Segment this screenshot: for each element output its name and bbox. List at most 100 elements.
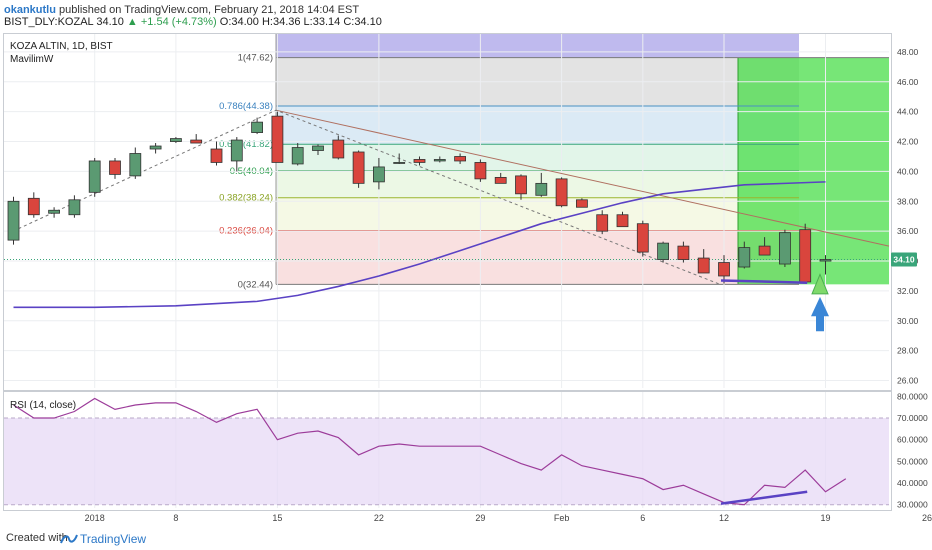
candle [7, 200, 20, 241]
candle [88, 160, 101, 193]
rsi-band [4, 418, 889, 505]
indicator-name: MavilimW [10, 54, 54, 65]
price-change: +1.54 (+4.73%) [140, 16, 217, 28]
rsi-label: RSI (14, close) [10, 400, 77, 411]
price-divergence-line [720, 279, 808, 284]
symbol: BIST_DLY:KOZAL [4, 16, 94, 28]
fib-label-6: 0(32.44) [238, 279, 273, 290]
x-tick-label: 15 [272, 513, 282, 523]
trend-line [275, 109, 890, 247]
rsi-tick-label: 30.0000 [897, 500, 928, 510]
fib-label-4: 0.382(38.24) [219, 193, 273, 204]
candle [819, 259, 832, 262]
rsi-divergence-line [720, 490, 808, 505]
candle [149, 145, 162, 150]
purple-zone [276, 34, 799, 58]
candle [718, 262, 730, 277]
chart-title: KOZA ALTIN, 1D, BIST [10, 41, 113, 52]
x-tick-label: 22 [374, 513, 384, 523]
last-price-badge [891, 252, 917, 267]
publish-info: okankutlu published on TradingView.com, … [4, 4, 359, 16]
candle [494, 176, 507, 184]
rsi-tick-label: 50.0000 [897, 456, 928, 466]
x-tick-label: 2018 [85, 513, 105, 523]
candle [129, 153, 142, 177]
candle [271, 115, 284, 163]
candle [657, 242, 669, 260]
candle [48, 209, 60, 214]
author-name[interactable]: okankutlu [4, 4, 56, 16]
candle [251, 121, 264, 133]
y-tick-label: 46.00 [897, 77, 919, 87]
created-with: Created with [6, 532, 68, 544]
candle [169, 138, 182, 142]
candle [312, 145, 324, 151]
candle [454, 156, 467, 162]
price-chart[interactable]: 1(47.62)0.786(44.38)0.618(41.82)0.5(40.0… [0, 0, 932, 530]
x-tick-label: 19 [820, 513, 830, 523]
published-text: published on TradingView.com, February 2… [59, 4, 360, 16]
fib-label-2: 0.618(41.82) [219, 139, 273, 150]
candle [27, 197, 40, 216]
change-up-icon: ▲ [126, 16, 138, 28]
candle [230, 139, 243, 162]
ohlc-values: O:34.00 H:34.36 L:33.14 C:34.10 [219, 16, 382, 28]
candle [109, 160, 121, 175]
x-tick-label: 8 [173, 513, 178, 523]
y-tick-label: 48.00 [897, 47, 919, 57]
brand-name[interactable]: TradingView [80, 532, 147, 546]
rsi-tick-label: 40.0000 [897, 478, 928, 488]
rsi-tick-label: 80.0000 [897, 391, 928, 401]
candle [758, 245, 771, 256]
candle [393, 162, 406, 164]
candle [372, 166, 385, 183]
candle [616, 214, 629, 228]
y-tick-label: 44.00 [897, 107, 919, 117]
x-tick-label: 29 [475, 513, 485, 523]
symbol-line: BIST_DLY:KOZAL 34.10 ▲ +1.54 (+4.73%) O:… [4, 16, 382, 28]
candle [515, 175, 527, 195]
x-tick-label: 12 [719, 513, 729, 523]
y-tick-label: 32.00 [897, 286, 919, 296]
candle [779, 232, 791, 265]
moving-average-line [13, 181, 826, 309]
candle [677, 245, 690, 260]
signal-triangle-icon [811, 273, 829, 295]
y-tick-label: 42.00 [897, 137, 919, 147]
y-tick-label: 36.00 [897, 226, 919, 236]
candle [474, 162, 487, 180]
candle [738, 247, 751, 268]
y-tick-label: 28.00 [897, 346, 919, 356]
candle [596, 214, 609, 232]
candle [352, 151, 365, 184]
candle [555, 178, 568, 207]
footer: Created with TradingView [0, 528, 932, 550]
candle [413, 159, 426, 163]
candle [433, 159, 446, 162]
last-price: 34.10 [96, 16, 124, 28]
x-tick-label: Feb [554, 513, 570, 523]
y-tick-label: 30.00 [897, 316, 919, 326]
swing-line [12, 109, 721, 285]
candle [190, 139, 203, 144]
x-tick-label: 26 [922, 513, 932, 523]
candle [291, 147, 304, 165]
rsi-line [13, 397, 847, 506]
candle [799, 229, 812, 283]
x-tick-label: 6 [640, 513, 645, 523]
rsi-tick-label: 70.0000 [897, 413, 928, 423]
fib-label-1: 0.786(44.38) [219, 101, 273, 112]
y-tick-label: 40.00 [897, 166, 919, 176]
fib-zone-5 [276, 230, 799, 285]
candle [636, 223, 649, 253]
candle [697, 257, 710, 274]
buy-arrow-icon [811, 296, 829, 332]
tradingview-logo-icon [60, 534, 78, 544]
candle [576, 199, 588, 208]
chart-legend: KOZA ALTIN, 1D, BIST MavilimW [10, 40, 113, 66]
rsi-tick-label: 60.0000 [897, 435, 928, 445]
y-tick-label: 38.00 [897, 196, 919, 206]
fib-label-0: 1(47.62) [238, 53, 273, 64]
y-tick-label: 26.00 [897, 376, 919, 386]
candle [68, 199, 81, 216]
